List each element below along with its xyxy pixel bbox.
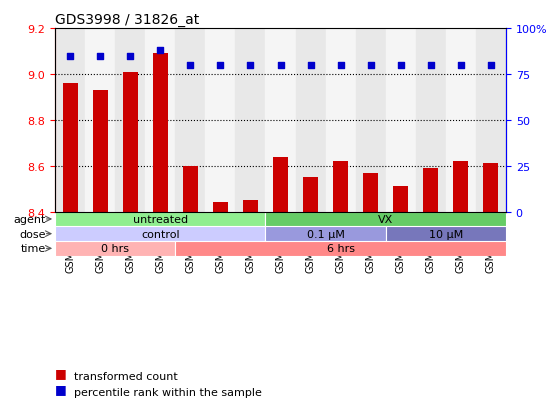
- Text: agent: agent: [14, 214, 46, 224]
- Bar: [266, 227, 386, 242]
- Bar: [386, 227, 506, 242]
- Bar: [326, 29, 356, 212]
- Bar: [213, 203, 228, 212]
- Point: [186, 62, 195, 69]
- Bar: [63, 84, 78, 212]
- Text: percentile rank within the sample: percentile rank within the sample: [74, 387, 262, 397]
- Text: 6 hrs: 6 hrs: [327, 244, 355, 254]
- Bar: [363, 173, 378, 212]
- Text: ■: ■: [55, 382, 67, 395]
- Bar: [55, 29, 85, 212]
- Text: untreated: untreated: [133, 214, 188, 224]
- Bar: [453, 162, 469, 212]
- Bar: [235, 29, 266, 212]
- Text: dose: dose: [19, 229, 46, 239]
- Point: [65, 53, 74, 60]
- Point: [397, 62, 405, 69]
- Point: [336, 62, 345, 69]
- Text: control: control: [141, 229, 179, 239]
- Bar: [243, 201, 258, 212]
- Bar: [266, 29, 295, 212]
- Point: [276, 62, 285, 69]
- Point: [246, 62, 255, 69]
- Bar: [175, 29, 205, 212]
- Bar: [205, 29, 235, 212]
- Bar: [183, 166, 198, 212]
- Bar: [393, 187, 408, 212]
- Bar: [483, 164, 498, 212]
- Bar: [175, 242, 506, 256]
- Bar: [386, 29, 416, 212]
- Bar: [333, 162, 348, 212]
- Bar: [123, 72, 138, 212]
- Point: [426, 62, 435, 69]
- Bar: [273, 157, 288, 212]
- Point: [96, 53, 104, 60]
- Bar: [476, 29, 506, 212]
- Text: transformed count: transformed count: [74, 371, 178, 381]
- Point: [306, 62, 315, 69]
- Point: [456, 62, 465, 69]
- Bar: [424, 169, 438, 212]
- Bar: [55, 212, 266, 227]
- Bar: [416, 29, 446, 212]
- Bar: [55, 242, 175, 256]
- Point: [126, 53, 135, 60]
- Text: 0 hrs: 0 hrs: [101, 244, 129, 254]
- Bar: [85, 29, 115, 212]
- Bar: [92, 91, 108, 212]
- Text: VX: VX: [378, 214, 393, 224]
- Bar: [55, 227, 266, 242]
- Point: [216, 62, 225, 69]
- Point: [487, 62, 496, 69]
- Bar: [115, 29, 145, 212]
- Bar: [295, 29, 326, 212]
- Bar: [303, 178, 318, 212]
- Text: ■: ■: [55, 366, 67, 379]
- Bar: [145, 29, 175, 212]
- Bar: [356, 29, 386, 212]
- Point: [366, 62, 375, 69]
- Text: 10 μM: 10 μM: [429, 229, 463, 239]
- Bar: [153, 54, 168, 212]
- Bar: [266, 212, 506, 227]
- Point: [156, 47, 164, 54]
- Bar: [446, 29, 476, 212]
- Text: GDS3998 / 31826_at: GDS3998 / 31826_at: [55, 12, 199, 26]
- Text: time: time: [21, 244, 46, 254]
- Text: 0.1 μM: 0.1 μM: [307, 229, 344, 239]
